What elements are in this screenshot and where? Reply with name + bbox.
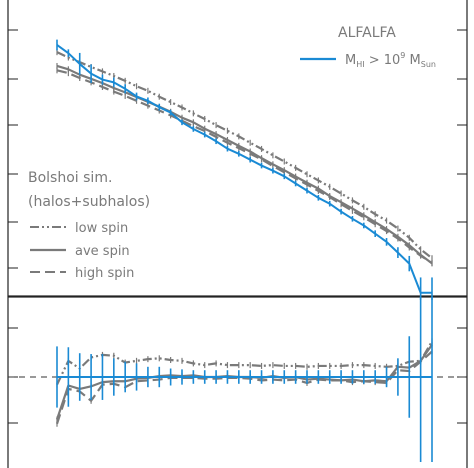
legend-label-exp-sup: 9 [400,51,405,60]
bottom-series-1-line [56,340,433,386]
top-series-1-line [56,51,433,260]
top-series-3-line [56,69,433,265]
legend-subtitle-bolshoi: (halos+subhalos) [28,194,150,210]
bottom-panel-frame [7,296,468,468]
legend-label-alfalfa: MHI > 109 MSun [345,51,436,69]
top-series-2-line [56,64,433,265]
legend-label-msun: M [405,53,420,68]
legend-label-high-spin: high spin [75,266,134,281]
legend-label-sun-sub: Sun [421,60,436,69]
top-panel-series [56,39,433,300]
panel-frames [7,0,468,468]
legend-label-gt: > 10 [365,53,401,68]
top-panel-frame [7,0,468,297]
legend-label-ave-spin: ave spin [75,244,130,259]
legend-label-hi-sub: HI [356,60,364,69]
bottom-panel-series [8,297,467,462]
legend-label-m: M [345,53,356,68]
top-series-0-line [56,44,432,294]
legend-title-bolshoi: Bolshoi sim. [28,170,112,186]
legend-label-low-spin: low spin [75,221,128,236]
legend-title-alfalfa: ALFALFA [338,25,396,41]
bottom-series-3-line [55,350,433,425]
